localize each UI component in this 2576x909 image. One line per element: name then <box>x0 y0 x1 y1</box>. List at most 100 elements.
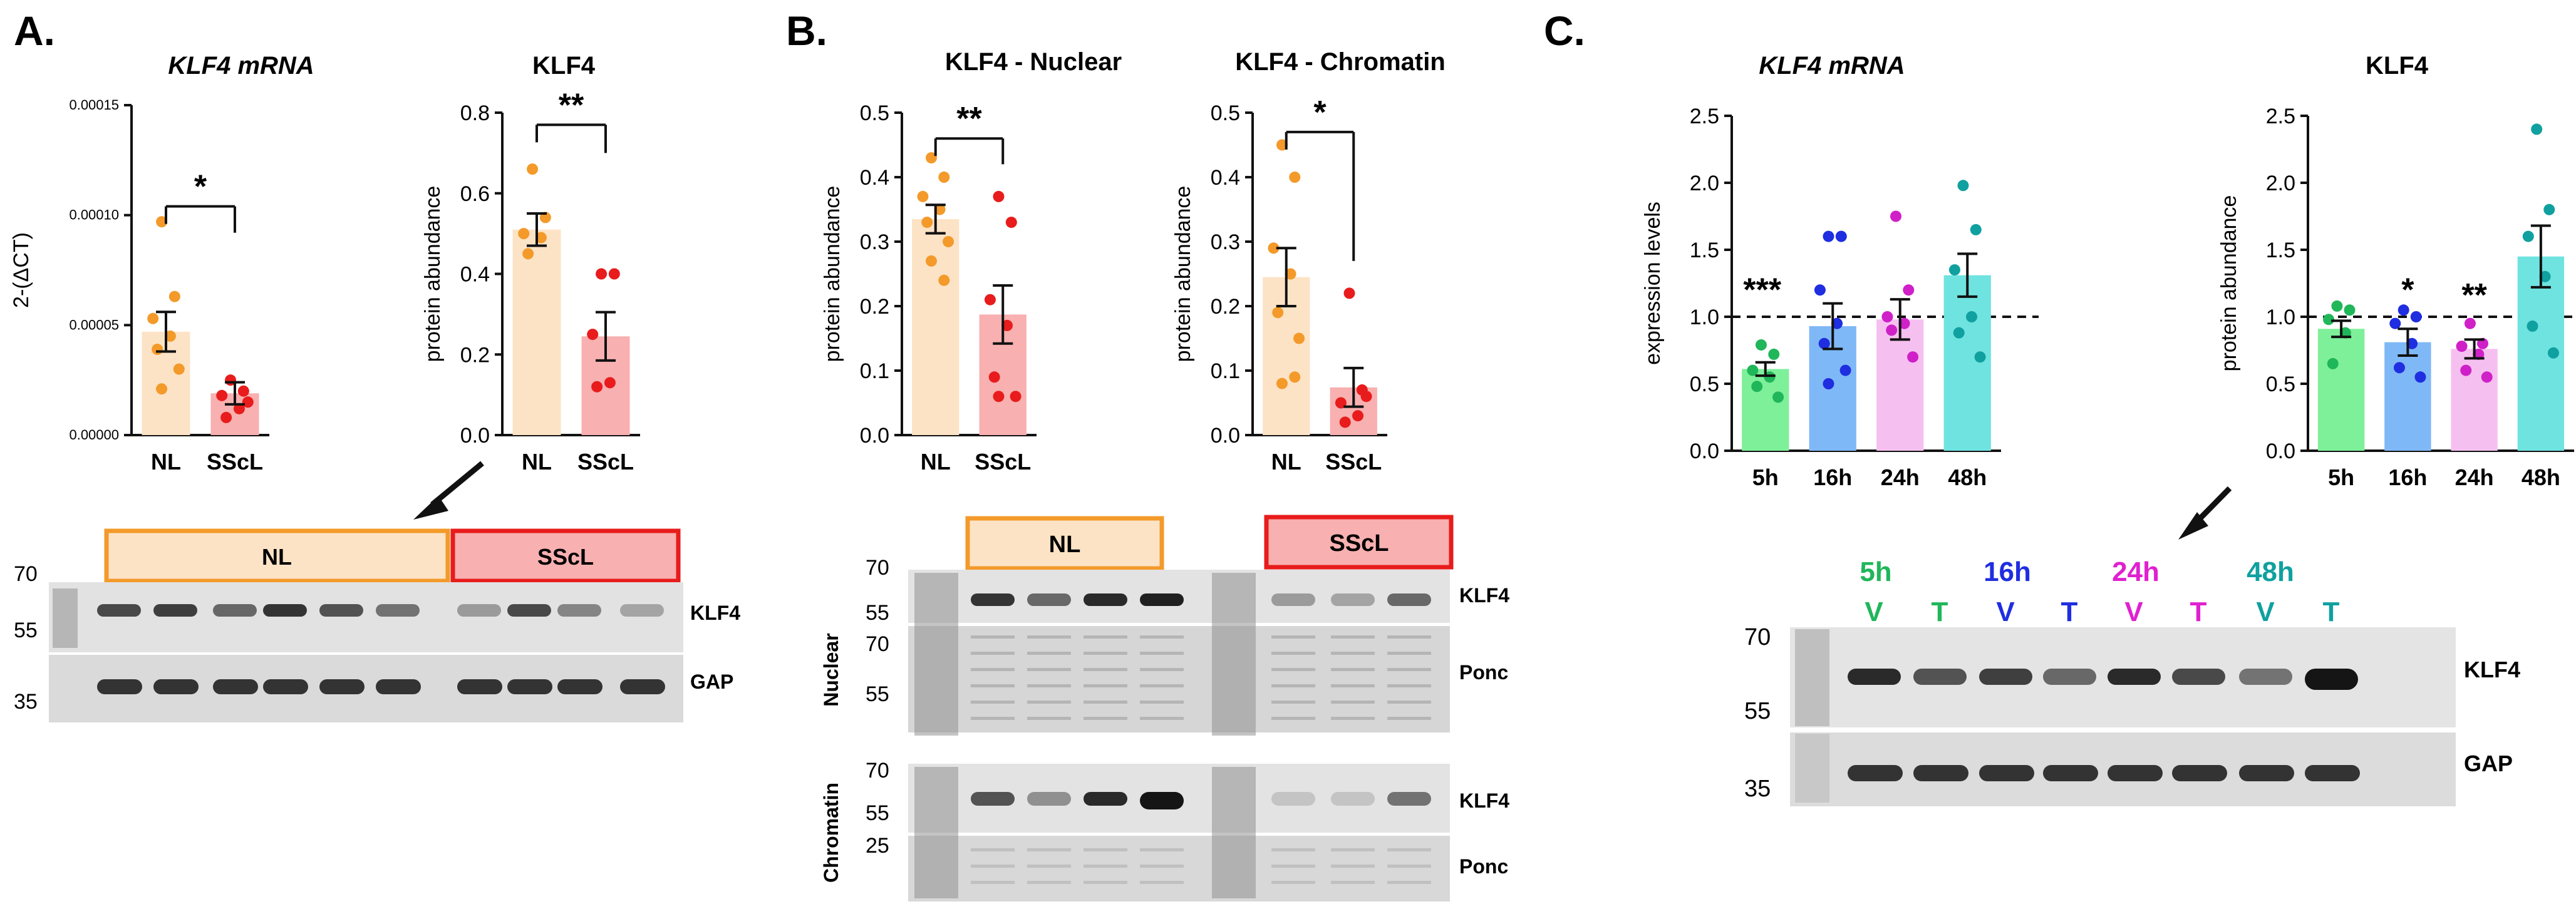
blot-band <box>1387 792 1431 806</box>
data-point <box>1755 339 1767 351</box>
blot-band <box>376 679 421 694</box>
ponceau-band <box>1271 635 1315 639</box>
data-point <box>2456 341 2468 352</box>
significance-marker: ** <box>956 101 982 137</box>
data-point <box>934 203 946 215</box>
x-tick-label: NL <box>1271 449 1301 475</box>
mw-marker: 35 <box>1744 776 1771 802</box>
data-point <box>1818 337 1830 349</box>
mw-marker: 55 <box>866 601 889 625</box>
blot-band <box>457 679 502 694</box>
bar <box>2384 342 2431 451</box>
y-tick-label: 0.8 <box>460 101 490 125</box>
blot-band <box>1140 792 1184 809</box>
mw-marker: 55 <box>866 801 889 825</box>
data-point <box>587 329 599 341</box>
y-tick-label: 1.0 <box>2266 306 2295 329</box>
ladder-lane <box>1795 734 1829 803</box>
y-axis-label: protein abundance <box>2217 195 2241 372</box>
blot-band <box>557 679 603 694</box>
bar <box>1876 319 1924 451</box>
ponceau-band <box>1387 684 1431 687</box>
data-point <box>1831 317 1843 329</box>
data-point <box>1289 172 1301 183</box>
data-point <box>2464 317 2476 329</box>
ponceau-band <box>1331 652 1375 655</box>
y-tick-label: 0.4 <box>860 166 889 190</box>
blot-a-bands <box>53 588 665 694</box>
data-point <box>2398 304 2409 316</box>
blot-b-chromatin-ponc-membrane <box>908 836 1450 901</box>
ponceau-band <box>1027 848 1071 851</box>
blot-row-label: GAP <box>690 670 733 693</box>
data-point <box>1970 223 1982 235</box>
significance-marker: ** <box>2461 277 2487 314</box>
ponceau-band <box>1271 881 1315 884</box>
blot-band <box>1848 765 1903 781</box>
y-tick-label: 0.4 <box>1211 166 1240 190</box>
mw-marker: 70 <box>14 562 38 586</box>
data-point <box>993 391 1005 403</box>
blot-band <box>263 679 308 694</box>
data-point <box>2344 304 2356 316</box>
ponceau-band <box>1387 668 1431 671</box>
mw-marker: 55 <box>866 682 889 706</box>
blot-b-nuclear-ponc-membrane <box>908 626 1450 732</box>
blot-band <box>557 604 601 617</box>
data-point <box>1339 416 1351 428</box>
ponceau-band <box>1140 684 1184 687</box>
blot-band <box>1027 792 1071 806</box>
y-tick-label: 0.1 <box>860 359 889 383</box>
data-point <box>1768 348 1780 360</box>
data-point <box>993 190 1005 202</box>
chart-title: KLF4 - Chromatin <box>1235 48 1446 76</box>
ponceau-band <box>971 881 1015 884</box>
ponceau-band <box>1271 684 1315 687</box>
x-tick-label: 5h <box>2328 465 2354 490</box>
ponceau-band <box>1084 652 1127 655</box>
group-box-sscl <box>1264 515 1454 570</box>
lane-label: T <box>2190 597 2207 627</box>
ponceau-band <box>1084 701 1127 704</box>
y-tick-label: 0.2 <box>860 295 889 319</box>
ponceau-band <box>1387 881 1431 884</box>
mw-marker: 55 <box>1744 698 1771 724</box>
y-tick-label: 1.5 <box>1690 239 1719 262</box>
ponceau-band <box>1387 717 1431 720</box>
blot-c-time-labels: 5h 16h 24h 48h <box>1860 557 2294 587</box>
data-point <box>173 363 185 375</box>
blot-band <box>2108 765 2163 781</box>
data-point <box>2522 230 2534 242</box>
blot-band <box>153 679 199 694</box>
y-tick-label: 0.6 <box>460 182 490 206</box>
blot-band <box>1084 792 1127 806</box>
data-point <box>1772 391 1784 403</box>
ponceau-band <box>1140 635 1184 639</box>
bar <box>1943 275 1991 451</box>
y-tick-label: 2.0 <box>1690 172 1719 195</box>
y-tick-label: 0.00015 <box>69 97 119 113</box>
data-point <box>925 255 937 267</box>
data-point <box>591 381 603 393</box>
ponceau-band <box>971 848 1015 851</box>
data-point <box>2527 320 2538 332</box>
data-point <box>1001 319 1013 331</box>
y-tick-label: 2.5 <box>2266 105 2295 128</box>
data-point <box>1343 287 1355 299</box>
time-label: 48h <box>2247 557 2294 587</box>
data-point <box>1360 391 1372 403</box>
ponceau-band <box>1084 668 1127 671</box>
x-tick-label: 24h <box>1881 465 1920 490</box>
y-tick-label: 0.2 <box>1211 295 1240 319</box>
ponceau-band <box>971 865 1015 868</box>
ponceau-band <box>1140 717 1184 720</box>
data-point <box>1747 364 1759 376</box>
chart-title: KLF4 <box>2366 52 2429 80</box>
blot-band <box>1027 593 1071 606</box>
x-tick-label: 16h <box>2388 465 2427 490</box>
y-tick-label: 0.0 <box>460 424 490 448</box>
mw-marker: 35 <box>14 690 38 714</box>
x-tick-label: SScL <box>1325 449 1382 475</box>
ponceau-band <box>1140 668 1184 671</box>
